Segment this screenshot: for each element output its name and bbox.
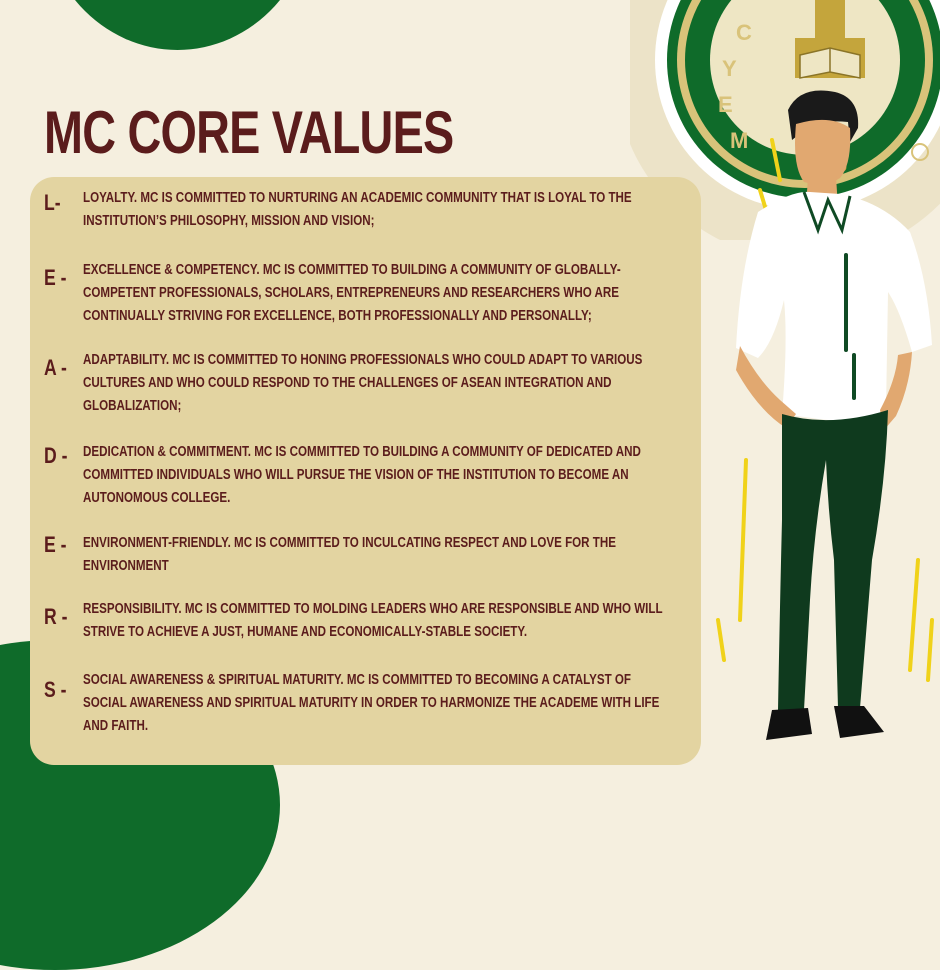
value-text: Social Awareness & Spiritual Maturity. M… — [83, 672, 660, 734]
top-green-circle — [40, 0, 315, 50]
value-letter: S - — [44, 677, 67, 702]
value-letter: A - — [44, 355, 67, 380]
man-illustration — [716, 90, 934, 740]
seal-lettering: C Y E M — [718, 20, 752, 153]
value-letter: D - — [44, 443, 68, 468]
value-letter: E - — [44, 265, 67, 290]
value-text: Dedication & Commitment. MC is committed… — [83, 444, 641, 506]
core-values-panel: L- Loyalty. MC is committed to nurturing… — [30, 177, 701, 765]
value-text: Adaptability. MC is committed to honing … — [83, 352, 643, 414]
value-letter: E - — [44, 532, 67, 557]
page-title: MC CORE VALUES — [44, 99, 454, 166]
value-text: Loyalty. MC is committed to nurturing an… — [83, 190, 632, 229]
value-letter: L- — [44, 190, 61, 215]
value-text: Responsibility. MC is committed to moldi… — [83, 601, 663, 640]
value-text: Excellence & Competency. MC is committed… — [83, 262, 621, 324]
value-letter: R - — [44, 604, 68, 629]
value-text: Environment-Friendly. MC is committed to… — [83, 535, 616, 574]
